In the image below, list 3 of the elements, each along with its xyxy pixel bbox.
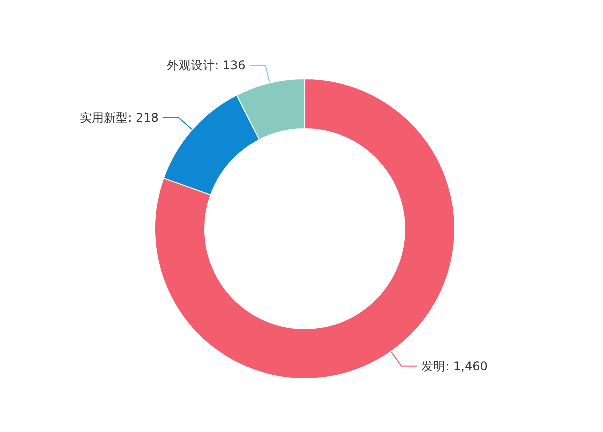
slice-label: 外观设计: 136 xyxy=(167,58,246,73)
slice-label: 发明: 1,460 xyxy=(422,359,488,374)
slice-label: 实用新型: 218 xyxy=(80,110,159,125)
